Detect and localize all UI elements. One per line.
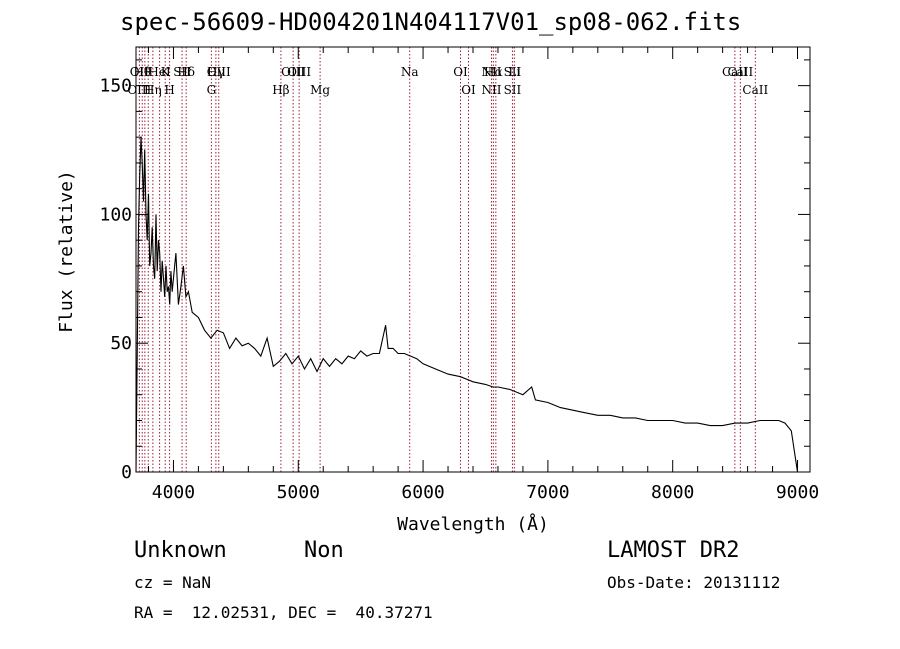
line-marker-bottom-label: Hη [144, 83, 162, 97]
coordinates: RA = 12.02531, DEC = 40.37271 [134, 603, 433, 622]
plot-frame [135, 46, 811, 473]
line-marker-bottom-label: CaII [742, 83, 768, 97]
chart-title: spec-56609-HD004201N404117V01_sp08-062.f… [120, 8, 742, 36]
line-markers [138, 47, 756, 472]
observation-date: Obs-Date: 20131112 [607, 573, 781, 592]
line-marker-bottom-label: Mg [310, 83, 330, 97]
line-marker-top-label: HeI [148, 65, 171, 79]
line-marker-top-label: K [161, 65, 171, 79]
y-axis: 0 50 100 150 [99, 59, 810, 483]
x-tick-label: 9000 [776, 482, 819, 503]
y-tick-label: 100 [99, 204, 132, 225]
line-marker-bottom-label: SII [504, 83, 522, 97]
survey-name: LAMOST DR2 [607, 538, 740, 563]
redshift-cz: cz = NaN [134, 573, 212, 592]
line-marker-top-label: OIII [207, 65, 231, 79]
x-tick-label: 6000 [401, 482, 444, 503]
line-marker-top-label: Hδ [177, 65, 195, 79]
line-marker-top-label: Hγ [207, 65, 225, 79]
line-marker-top-label: CaII [722, 65, 748, 79]
line-marker-top-label: OIII [281, 65, 305, 79]
spectrum-line [135, 137, 799, 473]
line-marker-bottom-label: Hβ [272, 83, 289, 97]
object-subclass: Non [304, 538, 344, 563]
line-marker-bottom-label: G [207, 83, 217, 97]
y-tick-label: 150 [99, 76, 132, 97]
line-marker-top-label: Li [508, 65, 520, 79]
line-marker-top-label: NII [481, 65, 501, 79]
x-tick-label: 5000 [277, 482, 320, 503]
line-marker-top-label: Hα [484, 65, 503, 79]
y-tick-label: 50 [110, 333, 132, 354]
line-marker-bottom-label: OIII [127, 83, 151, 97]
line-marker-labels: OIIOIIIHθHηHeIKHSIIHδGHγOIIIHβOIIIOIIIMg… [127, 65, 768, 97]
line-marker-top-label: SII [173, 65, 191, 79]
x-axis: 4000 5000 6000 7000 8000 9000 [147, 47, 819, 503]
line-marker-top-label: CaII [727, 65, 753, 79]
x-axis-label: Wavelength (Å) [397, 513, 549, 535]
line-marker-bottom-label: NII [481, 83, 501, 97]
y-tick-label: 0 [121, 462, 132, 483]
line-marker-bottom-label: OI [461, 83, 476, 97]
x-tick-label: 8000 [651, 482, 694, 503]
x-tick-label: 4000 [152, 482, 195, 503]
line-marker-top-label: Hθ [133, 65, 151, 79]
line-marker-bottom-label: H [164, 83, 174, 97]
y-axis-label: Flux (relative) [56, 170, 77, 333]
line-marker-top-label: SII [504, 65, 522, 79]
x-tick-label: 7000 [526, 482, 569, 503]
line-marker-top-label: Na [401, 65, 419, 79]
line-marker-top-label: OI [453, 65, 468, 79]
line-marker-top-label: OIII [287, 65, 311, 79]
line-marker-top-label: OII [130, 65, 150, 79]
object-class: Unknown [134, 538, 227, 563]
